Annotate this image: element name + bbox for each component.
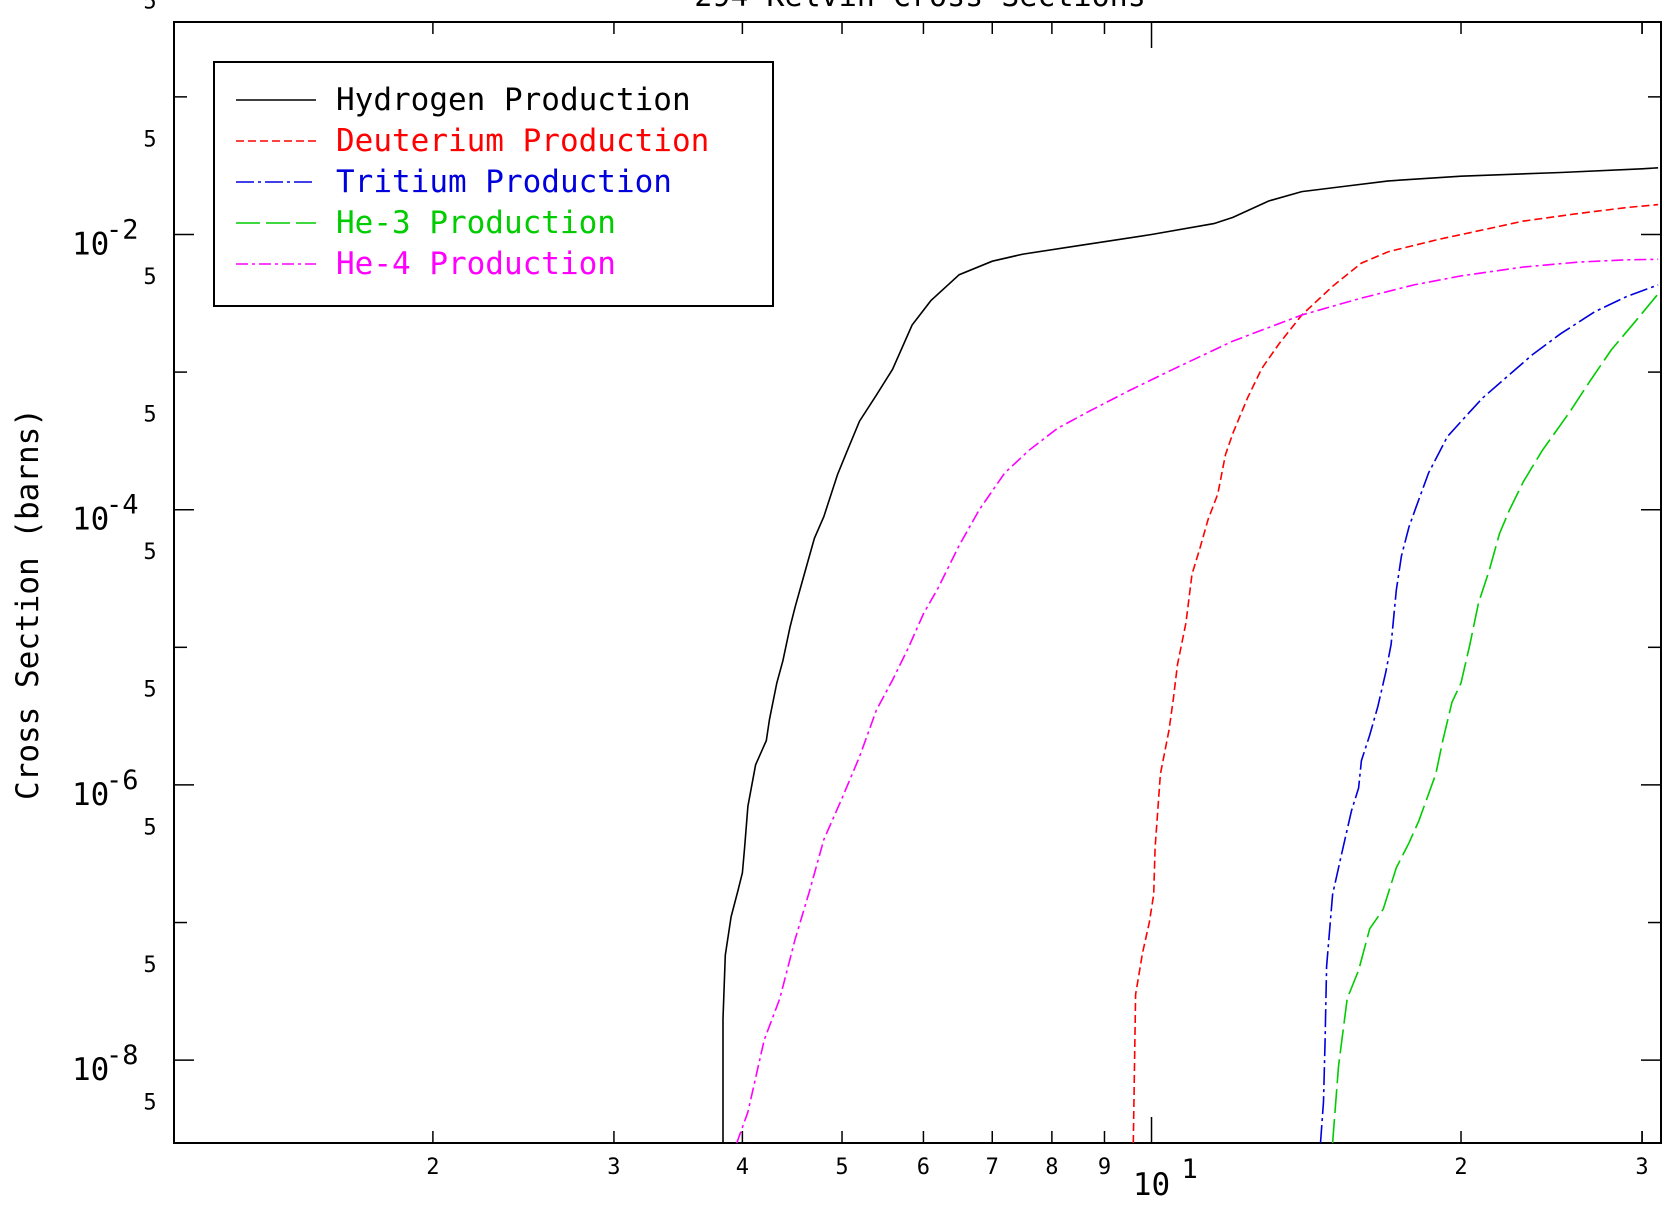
y-tick-label: 10 xyxy=(72,226,109,262)
y-tick-label-exponent: -4 xyxy=(106,490,139,521)
series-line-3 xyxy=(1331,293,1659,1144)
y-tick-label: 5 xyxy=(143,953,156,978)
x-tick-label: 10 xyxy=(1133,1167,1170,1203)
x-tick-label: 4 xyxy=(736,1155,749,1180)
y-tick-label-exponent: -2 xyxy=(106,214,139,245)
x-tick-label: 5 xyxy=(835,1155,848,1180)
x-tick-labels: 2 3 4 5 6 7 8 9 10 1 2 3 xyxy=(426,1154,1648,1203)
legend-label-2: Tritium Production xyxy=(336,164,672,200)
legend: Hydrogen Production Deuterium Production T… xyxy=(213,61,774,307)
y-tick-label: 5 xyxy=(143,540,156,565)
series-line-0 xyxy=(722,167,1659,1143)
x-tick-label: 6 xyxy=(917,1155,930,1180)
x-tick-label-exponent: 1 xyxy=(1182,1154,1198,1185)
axis-ticks xyxy=(174,22,1661,1143)
chart-title-group: 294 Kelvin Cross Sections xyxy=(694,0,1146,14)
y-tick-label: 10 xyxy=(72,502,109,538)
x-tick-label: 9 xyxy=(1098,1155,1111,1180)
y-tick-label: 5 xyxy=(143,265,156,290)
legend-label-4: He-4 Production xyxy=(336,246,616,282)
x-tick-label: 2 xyxy=(426,1155,439,1180)
y-tick-label: 5 xyxy=(143,815,156,840)
legend-label-1: Deuterium Production xyxy=(336,123,709,159)
series-line-4 xyxy=(736,258,1659,1144)
legend-box xyxy=(213,61,774,307)
y-tick-label: 5 xyxy=(143,403,156,428)
x-tick-label: 7 xyxy=(986,1155,999,1180)
series-lines xyxy=(722,167,1659,1144)
y-tick-label: 10 xyxy=(72,1052,109,1088)
y-tick-label: 5 xyxy=(143,1091,156,1116)
y-tick-label: 10 xyxy=(72,777,109,813)
y-tick-label: 5 xyxy=(143,678,156,703)
y-tick-label-exponent: -6 xyxy=(106,765,139,796)
plot-frame xyxy=(173,21,1662,1144)
legend-label-3: He-3 Production xyxy=(336,205,616,241)
series-line-2 xyxy=(1319,284,1659,1144)
chart-title: 294 Kelvin Cross Sections xyxy=(694,0,1146,14)
legend-label-0: Hydrogen Production xyxy=(336,82,691,118)
x-tick-label: 2 xyxy=(1454,1155,1467,1180)
x-tick-label: 3 xyxy=(1635,1155,1648,1180)
x-tick-label: 3 xyxy=(607,1155,620,1180)
y-tick-label: 5 xyxy=(143,0,156,15)
y-tick-label-exponent: -8 xyxy=(106,1040,139,1071)
y-tick-label: 5 xyxy=(143,127,156,152)
x-tick-label: 8 xyxy=(1045,1155,1058,1180)
y-axis-label: Cross Section (barns) xyxy=(10,408,46,800)
series-line-1 xyxy=(1132,203,1659,1144)
